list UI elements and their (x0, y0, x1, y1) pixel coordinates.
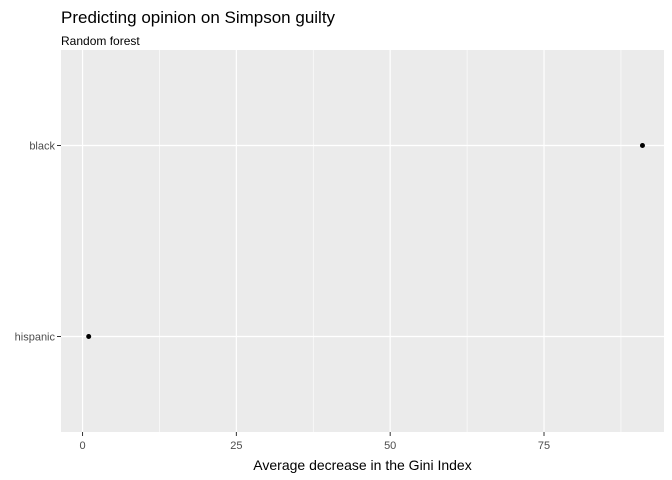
plot-panel (61, 50, 664, 432)
data-point-hispanic (86, 334, 92, 339)
x-tick-label: 0 (79, 440, 85, 452)
data-points (86, 143, 645, 339)
x-tick-label: 75 (538, 440, 550, 452)
data-point-black (639, 143, 645, 148)
chart-title: Predicting opinion on Simpson guilty (61, 8, 336, 27)
y-axis: black hispanic (15, 141, 61, 344)
x-axis: 0 25 50 75 (79, 432, 550, 452)
major-gridlines (61, 50, 664, 432)
y-tick-label-hispanic: hispanic (15, 332, 56, 344)
minor-gridlines (159, 50, 622, 432)
chart-subtitle: Random forest (61, 34, 140, 48)
x-axis-title: Average decrease in the Gini Index (253, 457, 471, 473)
y-tick-label-black: black (29, 141, 55, 153)
x-tick-label: 25 (230, 440, 242, 452)
x-tick-label: 50 (384, 440, 396, 452)
